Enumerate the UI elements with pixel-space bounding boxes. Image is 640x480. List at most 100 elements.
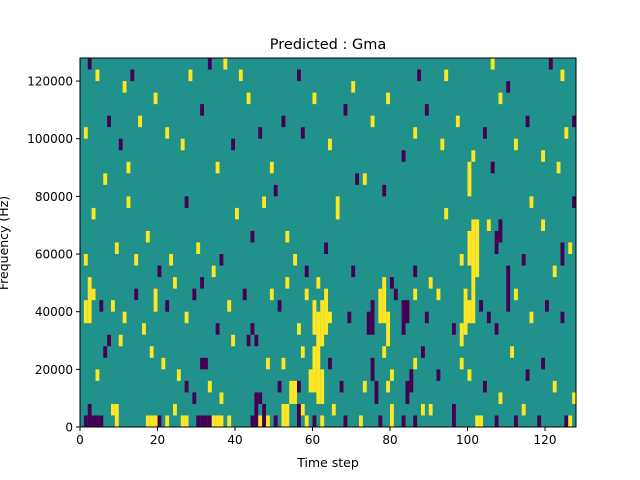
heatmap-cell [401, 150, 406, 162]
heatmap-cell [459, 357, 464, 370]
heatmap-cell [211, 415, 216, 427]
x-tick-label: 60 [305, 433, 320, 447]
heatmap-cell [103, 346, 108, 358]
heatmap-cell [452, 323, 456, 335]
heatmap-cell [494, 230, 499, 255]
heatmap-cell [219, 392, 224, 404]
heatmap-cell [289, 380, 294, 404]
heatmap-cell [83, 254, 88, 266]
heatmap-cell [281, 115, 286, 128]
heatmap-cell [328, 357, 332, 370]
x-tick-label: 0 [76, 433, 84, 447]
heatmap-cell [459, 254, 464, 266]
heatmap-cell [328, 311, 332, 324]
heatmap-cell [165, 300, 170, 312]
heatmap-cell [405, 300, 410, 324]
heatmap-cell [382, 346, 387, 358]
heatmap-cell [382, 184, 387, 197]
heatmap-cell [366, 311, 371, 335]
x-tick-label: 120 [534, 433, 557, 447]
heatmap-cell [328, 138, 332, 151]
y-tick-label: 40000 [35, 305, 73, 319]
heatmap-cell [250, 323, 255, 335]
heatmap-cell [351, 81, 356, 93]
heatmap-cell [207, 380, 212, 393]
heatmap-cell [200, 104, 205, 116]
heatmap-cell [424, 104, 429, 116]
heatmap-cell [560, 69, 565, 82]
heatmap-cell [572, 392, 577, 404]
heatmap-cell [95, 369, 100, 381]
heatmap-cell [568, 415, 573, 427]
heatmap-cell [126, 196, 131, 208]
heatmap-cell [91, 207, 96, 220]
heatmap-cell [207, 415, 212, 427]
y-axis: 0 20000 40000 60000 80000 100000 120000 [27, 75, 80, 435]
heatmap-cell [246, 334, 251, 347]
heatmap-cell [111, 403, 115, 416]
heatmap-cell [413, 127, 418, 139]
heatmap-cell [514, 415, 518, 427]
heatmap-cell [331, 403, 336, 416]
heatmap-cell [378, 288, 383, 324]
heatmap-cell [281, 403, 286, 427]
heatmap-cell [529, 311, 534, 324]
heatmap-cell [266, 415, 270, 427]
heatmap-cell [118, 334, 123, 347]
heatmap-cell [91, 415, 96, 427]
heatmap-cell [355, 173, 360, 185]
heatmap-cell [362, 173, 367, 185]
heatmap-cell [452, 403, 456, 427]
heatmap-cell [459, 323, 464, 347]
x-tick-label: 40 [227, 433, 242, 447]
heatmap-cell [180, 415, 185, 427]
heatmap-cell [99, 300, 104, 312]
heatmap-cell [467, 369, 472, 381]
heatmap-cell [351, 265, 356, 278]
heatmap-cell [308, 369, 313, 393]
heatmap-cell [161, 357, 166, 370]
heatmap-cell [153, 415, 158, 427]
heatmap-cell [347, 311, 352, 324]
heatmap-cell [320, 415, 325, 427]
heatmap-cell [149, 415, 154, 427]
heatmap-cell [200, 415, 205, 427]
heatmap-cell [471, 150, 476, 162]
heatmap-cell [149, 346, 154, 358]
heatmap-cell [118, 138, 123, 151]
heatmap-cell [436, 288, 441, 301]
heatmap-cell [180, 138, 185, 151]
heatmap-cell [246, 92, 251, 105]
heatmap-cell [297, 69, 301, 82]
heatmap-cell [413, 415, 418, 427]
y-tick-label: 0 [65, 421, 73, 435]
heatmap-cell [386, 92, 391, 105]
heatmap-cell [390, 403, 394, 427]
heatmap-cell [483, 127, 487, 139]
heatmap-cell [378, 415, 383, 427]
heatmap-cell [490, 161, 495, 174]
heatmap-cell [223, 58, 228, 70]
heatmap-cell [173, 277, 177, 289]
heatmap-cell [262, 196, 267, 208]
heatmap-cell [273, 415, 278, 427]
heatmap-cell [370, 115, 375, 128]
heatmap-cell [471, 288, 476, 324]
y-tick-label: 100000 [27, 132, 73, 146]
heatmap-cell [498, 219, 503, 243]
heatmap-cell [134, 288, 139, 301]
heatmap-cell [343, 104, 348, 116]
heatmap-cell [537, 415, 542, 427]
heatmap-cell [510, 346, 515, 358]
heatmap-cell [215, 415, 220, 427]
heatmap-cell [184, 311, 189, 324]
heatmap-cell [184, 196, 189, 208]
heatmap-cell [424, 311, 429, 324]
heatmap-cell [498, 92, 503, 105]
heatmap-cell [541, 219, 546, 231]
heatmap-cell [304, 265, 309, 278]
heatmap-cell [525, 369, 530, 381]
heatmap-cell [192, 288, 197, 301]
plot-area [79, 57, 577, 428]
heatmap-cell [281, 357, 286, 370]
